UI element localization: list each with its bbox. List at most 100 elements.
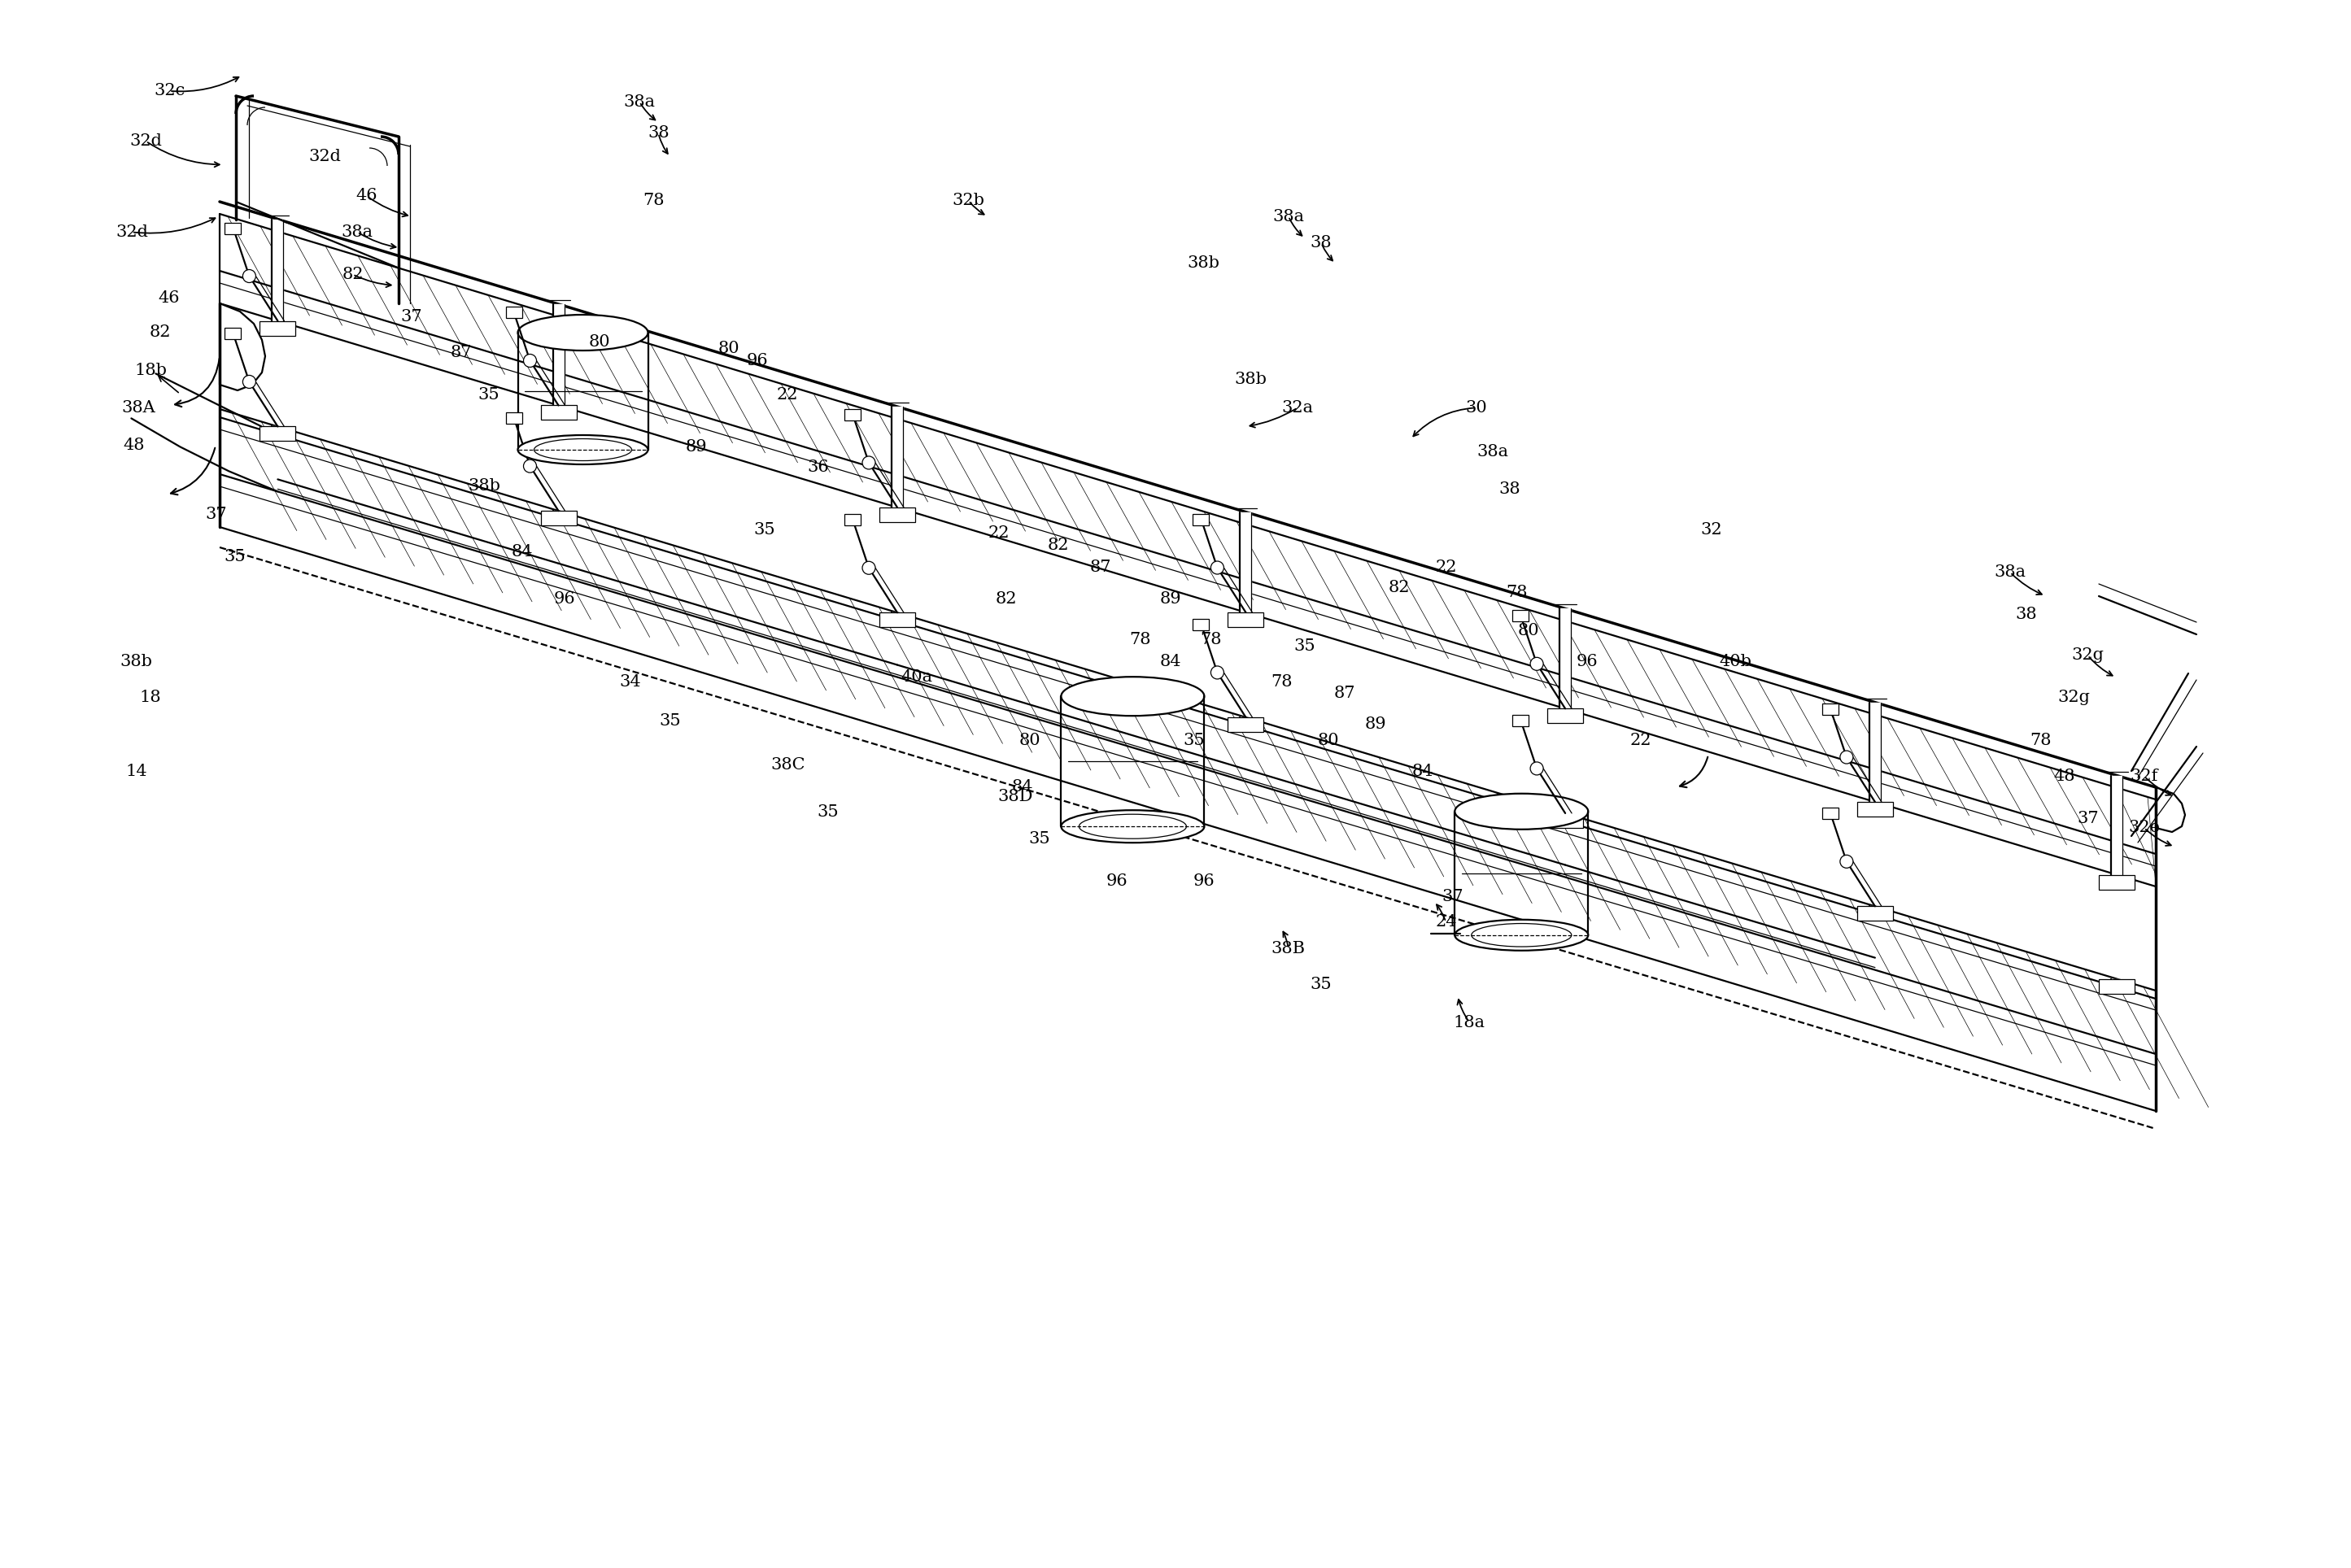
Text: 80: 80 (1018, 732, 1041, 748)
Text: 78: 78 (1128, 632, 1152, 648)
Polygon shape (1559, 814, 1570, 822)
Text: 87: 87 (1089, 560, 1112, 575)
Bar (1822, 704, 1838, 715)
Text: 78: 78 (1199, 632, 1223, 648)
Text: 38a: 38a (1994, 564, 2027, 580)
Text: 84: 84 (1159, 654, 1183, 670)
Bar (1857, 906, 1893, 920)
Text: 84: 84 (510, 544, 534, 560)
Text: 78: 78 (2029, 732, 2052, 748)
Text: 37: 37 (205, 506, 228, 522)
Text: 89: 89 (1364, 717, 1387, 732)
Ellipse shape (1060, 811, 1204, 842)
Polygon shape (1239, 717, 1251, 726)
Bar (1547, 814, 1582, 828)
Text: 82: 82 (1046, 538, 1070, 554)
Text: 82: 82 (1387, 580, 1411, 596)
Bar (226, 328, 242, 340)
Circle shape (1841, 751, 1853, 764)
Text: 32d: 32d (308, 149, 341, 165)
Bar (879, 508, 915, 522)
Text: 48: 48 (122, 437, 146, 453)
Text: 34: 34 (618, 674, 642, 690)
Circle shape (1211, 666, 1225, 679)
Text: 18a: 18a (1453, 1014, 1486, 1030)
Polygon shape (552, 304, 564, 406)
Circle shape (524, 354, 536, 367)
Polygon shape (219, 303, 266, 390)
Text: 38B: 38B (1272, 941, 1305, 956)
Text: 40a: 40a (900, 670, 933, 685)
Text: 38C: 38C (771, 757, 804, 773)
Text: 37: 37 (400, 309, 423, 325)
Text: 48: 48 (2052, 768, 2076, 784)
Bar (1822, 808, 1838, 818)
Text: 89: 89 (1159, 591, 1183, 607)
Text: 38: 38 (647, 125, 670, 141)
Text: 35: 35 (223, 549, 247, 564)
Text: 38b: 38b (1234, 372, 1267, 387)
Circle shape (863, 561, 875, 574)
Text: 46: 46 (158, 290, 181, 306)
Text: 38: 38 (1498, 481, 1521, 497)
Text: 35: 35 (1293, 638, 1317, 654)
Polygon shape (1869, 906, 1881, 914)
Text: 32d: 32d (129, 133, 162, 149)
Text: 14: 14 (125, 764, 148, 779)
Ellipse shape (1455, 920, 1589, 950)
Text: 36: 36 (806, 459, 830, 475)
Text: 87: 87 (449, 345, 473, 361)
Text: 96: 96 (1575, 654, 1599, 670)
Text: 96: 96 (745, 353, 769, 368)
Polygon shape (219, 213, 2156, 886)
Bar (261, 321, 296, 336)
Polygon shape (2111, 776, 2123, 875)
Bar (844, 514, 860, 525)
Text: 35: 35 (658, 713, 682, 729)
Polygon shape (1239, 513, 1251, 613)
Bar (1227, 613, 1265, 627)
Text: 38a: 38a (1476, 444, 1509, 459)
Bar (541, 511, 576, 525)
Text: 30: 30 (1465, 400, 1488, 416)
Text: 80: 80 (588, 334, 611, 350)
Bar (505, 307, 522, 318)
Text: 82: 82 (341, 267, 364, 282)
Ellipse shape (1060, 677, 1204, 717)
Text: 89: 89 (684, 439, 708, 455)
Circle shape (1531, 762, 1542, 775)
Text: 32g: 32g (2071, 648, 2104, 663)
Text: 35: 35 (1310, 977, 1333, 993)
Text: 35: 35 (816, 804, 839, 820)
Text: 32a: 32a (1281, 400, 1314, 416)
Circle shape (1211, 561, 1225, 574)
Text: 96: 96 (1105, 873, 1128, 889)
Text: 82: 82 (148, 325, 172, 340)
Polygon shape (273, 426, 284, 434)
Polygon shape (891, 406, 903, 508)
Bar (1547, 709, 1582, 723)
Bar (879, 613, 915, 627)
Text: 38b: 38b (468, 478, 501, 494)
Text: 84: 84 (1011, 779, 1034, 795)
Text: 80: 80 (1317, 732, 1340, 748)
Polygon shape (2111, 978, 2123, 988)
Polygon shape (1559, 608, 1570, 709)
Bar (226, 223, 242, 234)
Text: 32: 32 (1700, 522, 1723, 538)
Bar (1227, 717, 1265, 732)
Text: 37: 37 (1441, 889, 1465, 905)
Circle shape (242, 270, 256, 282)
Text: 35: 35 (477, 387, 501, 403)
Polygon shape (2156, 787, 2184, 833)
Text: 40b: 40b (1719, 654, 1751, 670)
Text: 35: 35 (1183, 732, 1206, 748)
Text: 78: 78 (1270, 674, 1293, 690)
Polygon shape (219, 409, 2156, 1112)
Circle shape (524, 459, 536, 472)
Bar (261, 426, 296, 441)
Ellipse shape (1455, 793, 1589, 829)
Text: 38: 38 (2015, 607, 2038, 622)
Bar (2099, 978, 2135, 994)
Text: 80: 80 (1516, 622, 1540, 638)
